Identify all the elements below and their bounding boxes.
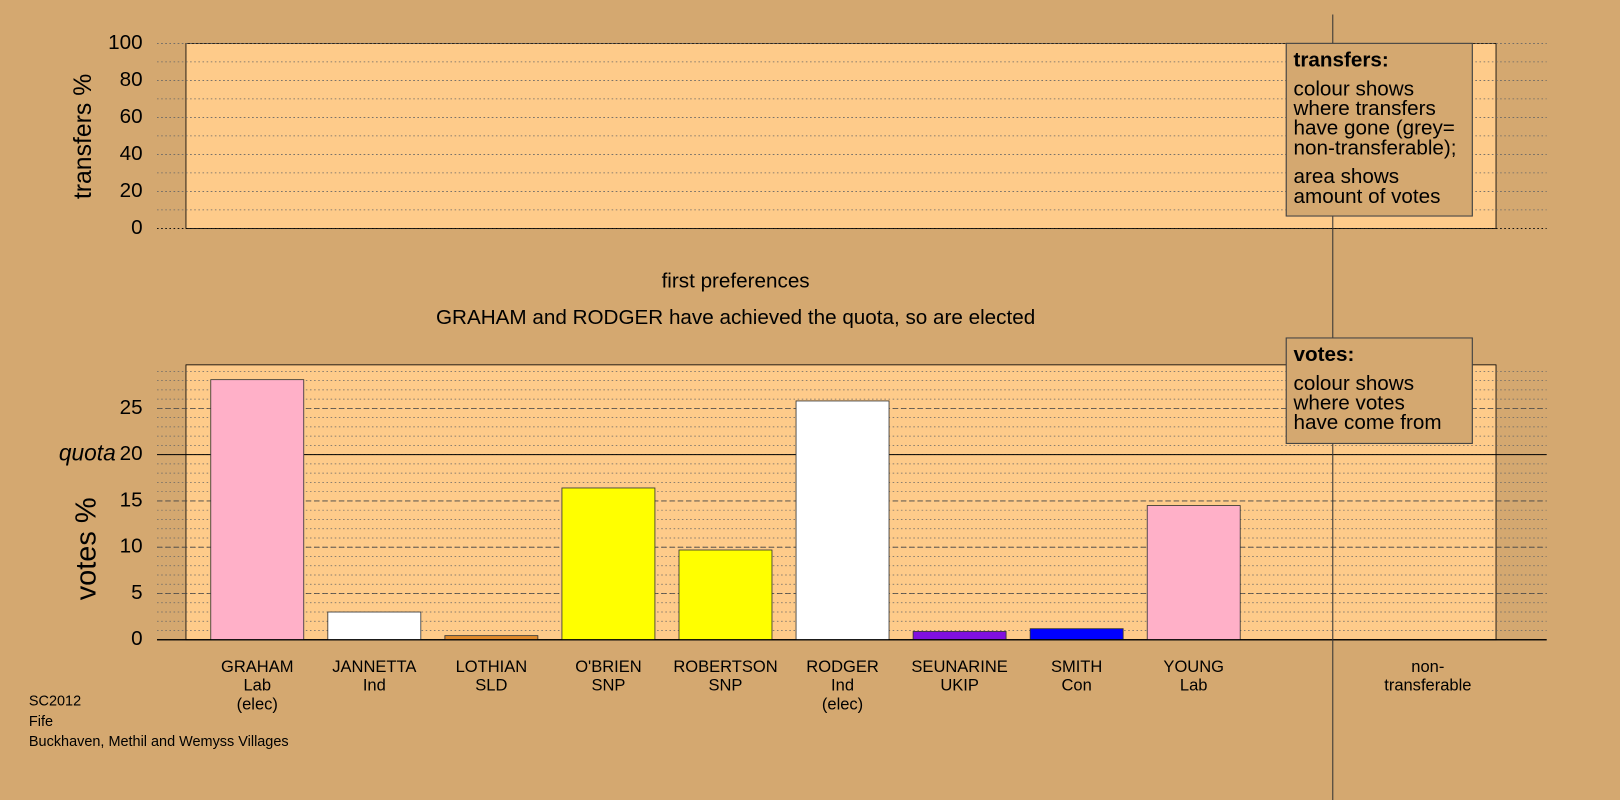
legend-text: amount of votes (1294, 185, 1441, 208)
y-tick-label: 20 (120, 179, 143, 202)
legend-text: where votes (1293, 392, 1405, 415)
legend-text: where transfers (1293, 97, 1436, 120)
x-tick-label: LOTHIAN (456, 657, 528, 676)
y-axis-label: transfers % (70, 74, 97, 199)
bar (678, 549, 773, 641)
x-tick-label: transferable (1384, 676, 1471, 695)
x-tick-label: SLD (475, 676, 507, 695)
x-tick-label: UKIP (940, 676, 979, 695)
y-tick-label: 20 (120, 442, 143, 465)
y-tick-label: 60 (120, 105, 143, 128)
y-tick-label: 15 (120, 488, 143, 511)
bar (327, 611, 422, 641)
legend-title: votes: (1294, 343, 1355, 366)
footer-text: Fife (29, 714, 53, 730)
x-tick-label: Con (1062, 676, 1092, 695)
chart-title: first preferences (662, 270, 810, 293)
y-tick-label: 5 (131, 581, 142, 604)
y-tick-label: 0 (131, 216, 142, 239)
x-tick-label: Ind (831, 676, 854, 695)
x-tick-label: JANNETTA (332, 657, 416, 676)
legend-text: area shows (1294, 165, 1400, 188)
chart-subtitle: GRAHAM and RODGER have achieved the quot… (436, 306, 1035, 329)
x-tick-label: Lab (243, 676, 271, 695)
bar (912, 631, 1007, 641)
y-tick-label: 100 (108, 31, 142, 54)
legend-box (1285, 42, 1473, 217)
y-tick-label: 10 (120, 535, 143, 558)
y-tick-label: 25 (120, 396, 143, 419)
x-tick-label: SNP (591, 676, 625, 695)
legend-text: colour shows (1294, 372, 1415, 395)
bar (795, 400, 890, 641)
x-tick-label: (elec) (237, 694, 278, 713)
x-tick-label: SMITH (1051, 657, 1102, 676)
x-tick-label: GRAHAM (221, 657, 293, 676)
legend-text: have gone (grey= (1294, 117, 1455, 140)
x-tick-label: Ind (363, 676, 386, 695)
footer-text: Buckhaven, Methil and Wemyss Villages (29, 734, 289, 750)
x-tick-label: RODGER (806, 657, 879, 676)
legend-box (1285, 337, 1473, 444)
x-tick-label: (elec) (822, 694, 863, 713)
legend-text: non-transferable); (1294, 136, 1457, 159)
y-axis-label: votes % (70, 497, 102, 600)
x-tick-label: SNP (709, 676, 743, 695)
legend-title: transfers: (1294, 48, 1389, 71)
x-tick-label: Lab (1180, 676, 1208, 695)
x-tick-label: non- (1411, 657, 1444, 676)
x-tick-label: SEUNARINE (911, 657, 1007, 676)
x-tick-label: YOUNG (1163, 657, 1224, 676)
bar (210, 379, 305, 641)
quota-label: quota (59, 440, 116, 466)
footer-text: SC2012 (29, 694, 81, 710)
bar (561, 487, 656, 641)
legend-text: have come from (1294, 411, 1442, 434)
y-tick-label: 80 (120, 68, 143, 91)
y-tick-label: 40 (120, 142, 143, 165)
bar (1146, 505, 1241, 641)
bar (1029, 628, 1124, 641)
legend-text: colour shows (1294, 77, 1415, 100)
y-tick-label: 0 (131, 627, 142, 650)
x-tick-label: ROBERTSON (673, 657, 777, 676)
bar (444, 635, 539, 641)
x-tick-label: O'BRIEN (575, 657, 641, 676)
